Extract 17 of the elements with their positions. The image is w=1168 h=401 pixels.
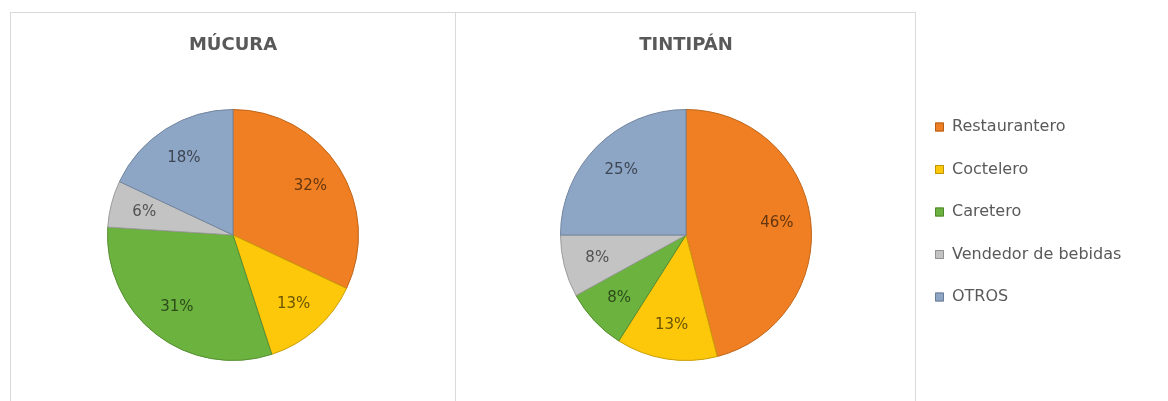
slice-label: MÚCURA [187, 33, 279, 55]
legend-label: Caretero [952, 201, 1022, 221]
data-label: 8% [607, 287, 632, 306]
legend-label: Restaurantero [952, 116, 1066, 136]
data-label: 13% [276, 293, 311, 312]
data-label: 46% [760, 213, 794, 232]
data-label: 31% [160, 297, 194, 316]
data-label: 8% [585, 247, 610, 266]
data-label: 32% [293, 175, 328, 194]
data-label: 25% [604, 160, 638, 179]
data-label: 13% [655, 315, 689, 334]
legend-label: Vendedor de bebidas [952, 243, 1122, 263]
data-label: 6% [132, 202, 157, 221]
legend-label: OTROS [952, 286, 1009, 306]
slice-label: TINTIPÁN [638, 33, 734, 55]
legend-label: Coctelero [952, 158, 1029, 178]
data-label: 18% [167, 147, 201, 166]
